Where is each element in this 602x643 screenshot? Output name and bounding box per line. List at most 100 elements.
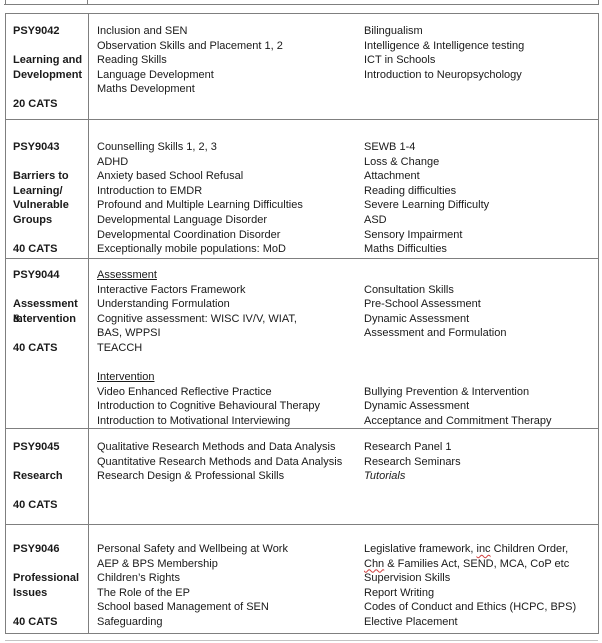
- content-list-left: Qualitative Research Methods and Data An…: [97, 429, 342, 484]
- content-list-right: Legislative framework, inc Children Orde…: [364, 525, 576, 630]
- content-item: TEACCH: [97, 341, 143, 354]
- module-title-line: Intervention: [13, 312, 76, 325]
- module-cats: 40 CATS: [13, 499, 58, 512]
- module-code-cell: PSY9046 Professional Issues 40 CATS: [6, 525, 89, 634]
- content-list-left: Inclusion and SEN Observation Skills and …: [97, 14, 283, 97]
- module-content-cell: Assessment Interactive Factors Framework U…: [89, 259, 598, 428]
- content-item: Assessment: [97, 268, 320, 283]
- fragment-column-divider: [87, 0, 88, 4]
- content-list-left: Assessment Interactive Factors Framework U…: [97, 259, 320, 428]
- content-item: SEWB 1-4: [364, 141, 416, 153]
- content-list-right: Bilingualism Intelligence & Intelligence …: [364, 14, 524, 82]
- module-title-line: Research: [13, 470, 63, 483]
- underlined-heading: Intervention: [97, 371, 155, 384]
- module-title-line: [13, 326, 88, 341]
- content-item: Legislative framework, inc Children Orde…: [364, 543, 569, 555]
- content-item: ADHD: [97, 155, 129, 168]
- content-item: Personal Safety and Wellbeing at Work: [97, 543, 288, 555]
- content-item: Acceptance and Commitment Therapy: [364, 414, 552, 427]
- module-code-cell: PSY9042 Learning and Development 20 CATS: [6, 14, 89, 119]
- content-item: Introduction to EMDR: [97, 184, 203, 197]
- content-list-left: Counselling Skills 1, 2, 3 ADHD Anxiety ba…: [97, 120, 303, 257]
- content-item: Introduction to Neuropsychology: [364, 68, 522, 81]
- module-code: PSY9046: [13, 543, 60, 555]
- content-item: Developmental Language Disorder: [97, 213, 267, 226]
- content-item: [364, 356, 552, 371]
- underlined-heading: Assessment: [97, 269, 157, 281]
- module-title-line: Learning and: [13, 54, 83, 67]
- content-item: Assessment and Formulation: [364, 327, 507, 340]
- italic-text: Tutorials: [364, 470, 406, 483]
- content-item: Exceptionally mobile populations: MoD: [97, 243, 286, 256]
- fragment-left-border: [5, 0, 6, 4]
- module-title-line: Vulnerable: [13, 199, 69, 212]
- module-code-cell: PSY9045 Research 40 CATS: [6, 429, 89, 524]
- content-item: Supervision Skills: [364, 572, 451, 585]
- module-title-line: Groups: [13, 213, 53, 226]
- module-title-line: [13, 484, 88, 499]
- module-title-line: Issues: [13, 586, 48, 599]
- content-item: ICT in Schools: [364, 54, 436, 67]
- content-item: Report Writing: [364, 586, 435, 599]
- content-item: Elective Placement: [364, 615, 458, 628]
- content-item: Codes of Conduct and Ethics (HCPC, BPS): [364, 601, 577, 614]
- content-item: Quantitative Research Methods and Data A…: [97, 455, 343, 468]
- content-list-left: Personal Safety and Wellbeing at Work AEP…: [97, 525, 288, 630]
- table-row-psy9045: PSY9045 Research 40 CATS Qualitative Rese…: [6, 429, 598, 525]
- content-item: Severe Learning Difficulty: [364, 199, 490, 212]
- content-list-right: SEWB 1-4 Loss & Change Attachment Reading d…: [364, 120, 489, 257]
- content-item: Observation Skills and Placement 1, 2: [97, 39, 283, 52]
- content-item: Chn & Families Act, SEND, MCA, CoP etc: [364, 557, 570, 570]
- content-item: Research Design & Professional Skills: [97, 470, 285, 483]
- module-code: PSY9044: [13, 269, 60, 281]
- module-code-cell: PSY9044 Assessment & Intervention 40 CATS: [6, 259, 89, 428]
- table-row-psy9044: PSY9044 Assessment & Intervention 40 CATS…: [6, 259, 598, 429]
- table-fragment-bottom: [5, 640, 598, 641]
- module-code: PSY9042: [13, 25, 60, 37]
- content-item: Consultation Skills: [364, 283, 454, 296]
- content-item: Qualitative Research Methods and Data An…: [97, 441, 336, 453]
- content-list-right: Research Panel 1 Research Seminars Tutoria…: [364, 429, 461, 484]
- fragment-right-border: [598, 0, 599, 4]
- module-title-line: Barriers to: [13, 170, 69, 183]
- module-content-cell: Qualitative Research Methods and Data An…: [89, 429, 598, 524]
- spellcheck-flagged-text: Chn: [364, 557, 385, 570]
- module-content-cell: Personal Safety and Wellbeing at Work AEP…: [89, 525, 598, 634]
- module-code: PSY9043: [13, 141, 60, 153]
- module-title-line: [13, 155, 88, 170]
- module-cats: 40 CATS: [13, 341, 58, 354]
- content-item: Bullying Prevention & Intervention: [364, 385, 530, 398]
- content-item: Maths Difficulties: [364, 243, 447, 256]
- content-item: Inclusion and SEN: [97, 25, 188, 37]
- content-item: Reading Skills: [97, 54, 167, 67]
- content-item: AEP & BPS Membership: [97, 557, 218, 570]
- table-row-psy9046: PSY9046 Professional Issues 40 CATS Person…: [6, 525, 598, 634]
- module-cats: 40 CATS: [13, 243, 58, 256]
- module-title-line: [13, 557, 88, 572]
- module-title-line: [13, 283, 88, 298]
- content-item: Developmental Coordination Disorder: [97, 228, 281, 241]
- content-item: Attachment: [364, 170, 420, 183]
- module-code: PSY9045: [13, 441, 60, 453]
- content-item: Maths Development: [97, 83, 195, 96]
- content-item: Pre-School Assessment: [364, 298, 481, 311]
- module-title-line: [13, 455, 88, 470]
- modules-table: PSY9042 Learning and Development 20 CATS I…: [5, 13, 599, 634]
- module-content-cell: Counselling Skills 1, 2, 3 ADHD Anxiety ba…: [89, 120, 598, 258]
- module-title-line: Professional: [13, 572, 80, 585]
- module-title-line: [13, 82, 88, 97]
- content-item: Dynamic Assessment: [364, 312, 470, 325]
- module-title-line: [13, 228, 88, 243]
- content-item: The Role of the EP: [97, 586, 190, 599]
- spellcheck-flagged-text: inc: [476, 543, 491, 555]
- module-title-line: Learning/: [13, 184, 63, 197]
- module-title-line: Development: [13, 68, 83, 81]
- content-item: BAS, WPPSI: [97, 327, 161, 340]
- fragment-bottom-border: [4, 4, 599, 5]
- content-item: School based Management of SEN: [97, 601, 269, 614]
- content-item: Sensory Impairment: [364, 228, 463, 241]
- module-code-cell: PSY9043 Barriers to Learning/Vulnerable Gr…: [6, 120, 89, 258]
- content-item: Tutorials: [364, 469, 461, 484]
- content-item: Reading difficulties: [364, 184, 457, 197]
- module-title-line: [13, 39, 88, 54]
